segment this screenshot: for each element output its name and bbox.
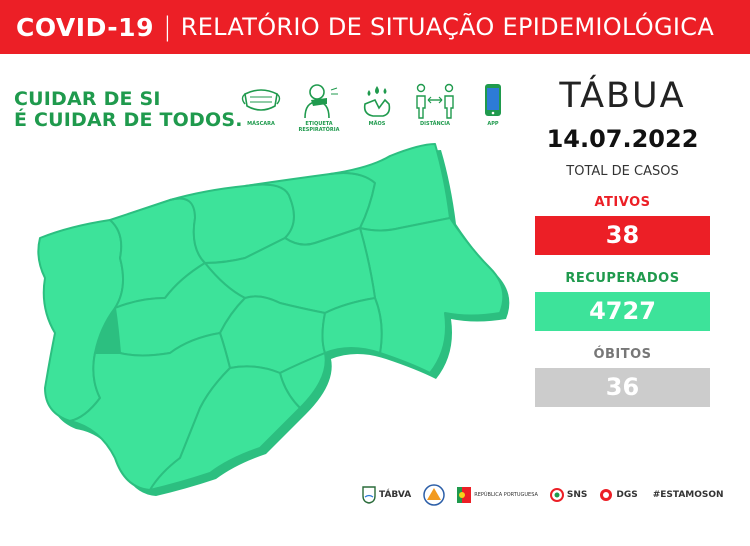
slogan-line-1: CUIDAR DE SI bbox=[14, 88, 161, 110]
measure-label: MÃOS bbox=[368, 121, 386, 127]
prevention-measures: MÁSCARA ETIQUETA RESPIRATÓRIA MÃOS bbox=[232, 82, 522, 133]
slogan: CUIDAR DE SI É CUIDAR DE TODOS. bbox=[14, 89, 243, 131]
distance-icon bbox=[416, 83, 454, 119]
measure-label: MÁSCARA bbox=[247, 121, 275, 127]
parish-southeast bbox=[279, 297, 383, 409]
measure-distance: DISTÂNCIA bbox=[406, 82, 464, 133]
town-name: TÁBUA bbox=[559, 76, 686, 116]
slogan-line-2: É CUIDAR DE TODOS. bbox=[14, 109, 243, 131]
active-cases-label: ATIVOS bbox=[594, 195, 651, 210]
recovered-cases-label: RECUPERADOS bbox=[565, 271, 680, 286]
civil-protection-icon bbox=[423, 484, 445, 506]
report-panel: TÁBUA 14.07.2022 TOTAL DE CASOS ATIVOS 3… bbox=[530, 76, 715, 407]
deaths-value: 36 bbox=[535, 368, 710, 407]
partner-logos: TÁBVA REPÚBLICA PORTUGUESA SNS DGS #ESTA… bbox=[362, 484, 736, 506]
mask-icon bbox=[241, 89, 281, 111]
hand-wash-icon bbox=[363, 86, 391, 117]
measure-label: DISTÂNCIA bbox=[419, 121, 451, 127]
header-separator: | bbox=[162, 12, 172, 42]
measure-label: APP bbox=[487, 121, 499, 127]
measure-etiquette: ETIQUETA RESPIRATÓRIA bbox=[290, 82, 348, 133]
tabua-logo: TÁBVA bbox=[362, 486, 411, 504]
parishes bbox=[37, 143, 505, 491]
recovered-cases-value: 4727 bbox=[535, 292, 710, 331]
deaths-label: ÓBITOS bbox=[593, 347, 652, 362]
cough-etiquette-icon bbox=[304, 84, 338, 119]
measure-label: ETIQUETA RESPIRATÓRIA bbox=[298, 121, 340, 133]
header-bar: COVID-19 | RELATÓRIO DE SITUAÇÃO EPIDEMI… bbox=[0, 0, 750, 54]
dgs-logo: DGS bbox=[599, 488, 638, 502]
estamoson-logo: #ESTAMOSON bbox=[652, 489, 724, 500]
report-date: 14.07.2022 bbox=[546, 125, 699, 153]
measure-hands: MÃOS bbox=[348, 82, 406, 133]
civil-protection-logo bbox=[423, 484, 445, 506]
total-cases-label: TOTAL DE CASOS bbox=[566, 164, 679, 179]
municipality-map bbox=[37, 143, 510, 496]
measure-app: APP bbox=[464, 82, 522, 133]
parish-south-center bbox=[149, 365, 301, 491]
active-cases-value: 38 bbox=[535, 216, 710, 255]
tabua-emblem-icon bbox=[362, 486, 376, 504]
header-title: RELATÓRIO DE SITUAÇÃO EPIDEMIOLÓGICA bbox=[180, 13, 715, 41]
sns-logo: SNS bbox=[549, 488, 587, 502]
republica-emblem-icon bbox=[457, 487, 472, 503]
phone-app-icon bbox=[485, 84, 501, 116]
dgs-emblem-icon bbox=[600, 489, 613, 501]
sns-emblem-icon bbox=[549, 488, 564, 502]
republica-logo: REPÚBLICA PORTUGUESA bbox=[457, 487, 538, 503]
measure-mask: MÁSCARA bbox=[232, 82, 290, 133]
header-title-bold: COVID-19 bbox=[16, 12, 154, 42]
